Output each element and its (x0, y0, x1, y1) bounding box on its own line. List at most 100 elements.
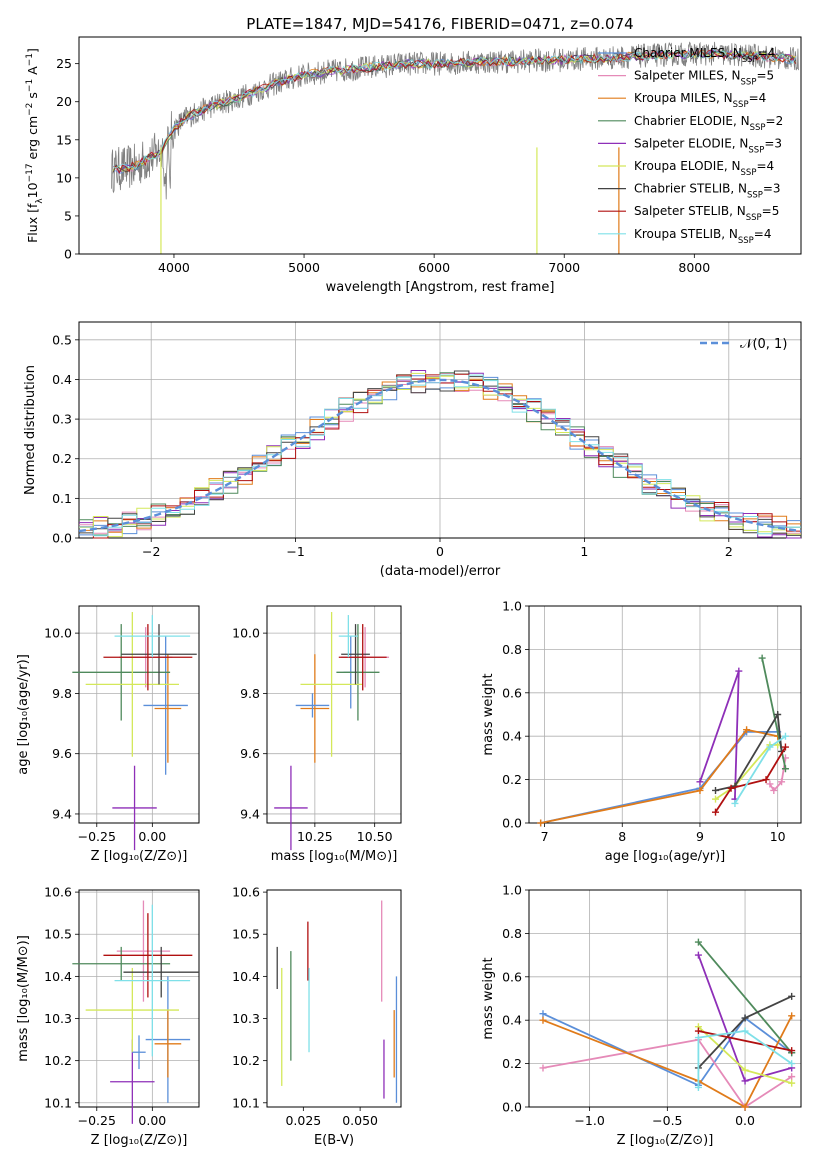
weight-marker-salpeter_miles (778, 778, 786, 786)
y-tick-label: 10.0 (44, 626, 72, 641)
weight-marker-salpeter_stelib (712, 808, 720, 816)
y-tick-label: 0.4 (502, 729, 522, 744)
x-tick-label: −0.25 (78, 1113, 116, 1128)
y-tick-label: 0.5 (52, 332, 72, 347)
model-spectrum-kroupa_stelib (112, 49, 797, 170)
x-tick-label: 10.25 (297, 829, 333, 844)
x-axis-label: mass [log₁₀(M/M⊙)] (271, 849, 398, 864)
weight-marker-kroupa_stelib (788, 1060, 796, 1068)
weight-marker-kroupa_stelib (781, 732, 789, 740)
y-tick-label: 9.6 (52, 746, 72, 761)
y-axis-label: Normed distribution (23, 365, 38, 495)
weight-marker-kroupa_stelib (766, 743, 774, 751)
x-axis-label: (data-model)/error (380, 564, 501, 579)
y-tick-label: 0 (64, 247, 72, 262)
weight-marker-kroupa_stelib (731, 799, 739, 807)
age-vs-Z-panel: −0.25 0.00 9.4 9.6 9.8 10.0 Z [log₁₀(Z/Z⊙)] age… (16, 605, 200, 864)
x-tick-label: −1 (286, 544, 304, 559)
x-tick-label: 0.00 (138, 829, 166, 844)
y-tick-label: 0.8 (502, 926, 522, 941)
y-tick-label: 5 (64, 208, 72, 223)
y-tick-label: 1.0 (502, 599, 522, 614)
weight-marker-kroupa_miles (539, 1016, 547, 1024)
weight-marker-kroupa_stelib (694, 1034, 702, 1042)
weight-marker-chabrier_stelib (741, 1014, 749, 1022)
y-tick-label: 15 (56, 132, 72, 147)
x-tick-label: 4000 (158, 260, 190, 275)
y-tick-label: 0.4 (502, 1013, 522, 1028)
weight-vs-age-panel: 7 8 9 10 0.0 0.2 0.4 0.6 0.8 1.0 age [log₁₀(age/yr… (481, 599, 802, 864)
weight-marker-kroupa_stelib (741, 1027, 749, 1035)
axes-frame (528, 605, 802, 824)
x-tick-label: 10.50 (357, 829, 393, 844)
x-tick-label: 7000 (548, 260, 580, 275)
weight-marker-kroupa_miles (788, 1012, 796, 1020)
legend-label: Salpeter ELODIE, NSSP=3 (634, 136, 782, 155)
x-tick-label: 6000 (418, 260, 450, 275)
weight-marker-kroupa_miles (537, 819, 545, 827)
x-tick-label: 5000 (288, 260, 320, 275)
weight-line-kroupa_stelib (697, 1030, 793, 1088)
y-tick-label: 9.8 (52, 686, 72, 701)
y-tick-label: 10.0 (232, 626, 260, 641)
legend-label: Kroupa MILES, NSSP=4 (634, 91, 766, 110)
y-tick-label: 0.4 (52, 372, 72, 387)
weight-marker-kroupa_elodie (788, 1079, 796, 1087)
weight-marker-salpeter_miles (539, 1064, 547, 1072)
weight-vs-Z-panel: −1.0 −0.5 0.0 0.0 0.2 0.4 0.6 0.8 1.0 Z [log₁₀(Z/… (481, 883, 802, 1148)
weight-line-salpeter_stelib (698, 1030, 792, 1052)
y-tick-label: 10.5 (232, 927, 260, 942)
legend-label: Kroupa ELODIE, NSSP=4 (634, 159, 774, 178)
y-tick-label: 0.0 (52, 531, 72, 546)
y-axis-label: Flux [fλ10−17 erg cm−2 s−1 A−1] (25, 48, 45, 243)
y-axis-label: mass weight (481, 957, 496, 1039)
y-axis-label: age [log₁₀(age/yr)] (16, 654, 31, 775)
weight-marker-chabrier_stelib (774, 711, 782, 718)
weight-line-salpeter_miles (769, 757, 787, 793)
x-axis-label: Z [log₁₀(Z/Z⊙)] (91, 849, 188, 864)
y-tick-label: 1.0 (502, 883, 522, 898)
weight-marker-salpeter_stelib (694, 1027, 702, 1035)
histogram-chabrier_stelib (79, 370, 801, 536)
y-axis-label: mass weight (481, 673, 496, 755)
y-tick-label: 20 (56, 94, 72, 109)
x-tick-label: −1.0 (574, 1113, 604, 1128)
y-tick-label: 0.2 (52, 451, 72, 466)
model-spectrum-kroupa_elodie (112, 49, 796, 173)
weight-marker-kroupa_stelib (694, 1083, 702, 1091)
x-tick-label: 0.0 (735, 1113, 755, 1128)
legend-label: Chabrier MILES, NSSP=4 (634, 46, 775, 65)
normal-reference-curve (78, 378, 802, 533)
y-tick-label: 9.4 (240, 806, 260, 821)
y-tick-label: 0.8 (502, 642, 522, 657)
x-tick-label: −2 (142, 544, 160, 559)
weight-marker-salpeter_stelib (788, 1047, 796, 1055)
y-tick-label: 0.2 (502, 1056, 522, 1071)
y-tick-label: 0.0 (502, 816, 522, 831)
weight-marker-kroupa_elodie (741, 1066, 749, 1074)
legend-label: 𝒩(0, 1) (740, 337, 787, 352)
x-axis-label: age [log₁₀(age/yr)] (605, 849, 726, 864)
weight-marker-chabrier_stelib (712, 786, 720, 794)
weight-marker-salpeter_stelib (762, 776, 770, 784)
weight-marker-kroupa_elodie (712, 795, 720, 803)
x-tick-label: 2 (725, 544, 733, 559)
axes-frame (78, 889, 200, 1108)
weight-marker-chabrier_elodie (781, 765, 789, 773)
weight-marker-salpeter_stelib (727, 784, 735, 792)
y-tick-label: 9.4 (52, 806, 72, 821)
y-axis-label: mass [log₁₀(M/M⊙)] (16, 935, 31, 1062)
axes-frame (78, 605, 200, 824)
weight-line-salpeter_miles (542, 1038, 793, 1109)
axes-frame (528, 889, 802, 1108)
weight-marker-chabrier_stelib (788, 992, 796, 1000)
weight-marker-salpeter_miles (766, 780, 774, 788)
mass-vs-EBV-panel: 0.025 0.050 10.1 10.2 10.3 10.4 10.5 10.6 E(B-V) (232, 885, 402, 1148)
weight-line-chabrier_stelib (715, 711, 783, 792)
x-tick-label: 0.00 (138, 1113, 166, 1128)
residuals-panel: −2 −1 0 1 2 0.0 0.1 0.2 0.3 0.4 0.5 𝒩(0, 1) (data-mo… (23, 321, 802, 579)
legend-label: Salpeter STELIB, NSSP=5 (634, 204, 779, 223)
x-tick-label: 0.050 (342, 1113, 378, 1128)
model-spectrum-salpeter_miles (112, 48, 796, 174)
